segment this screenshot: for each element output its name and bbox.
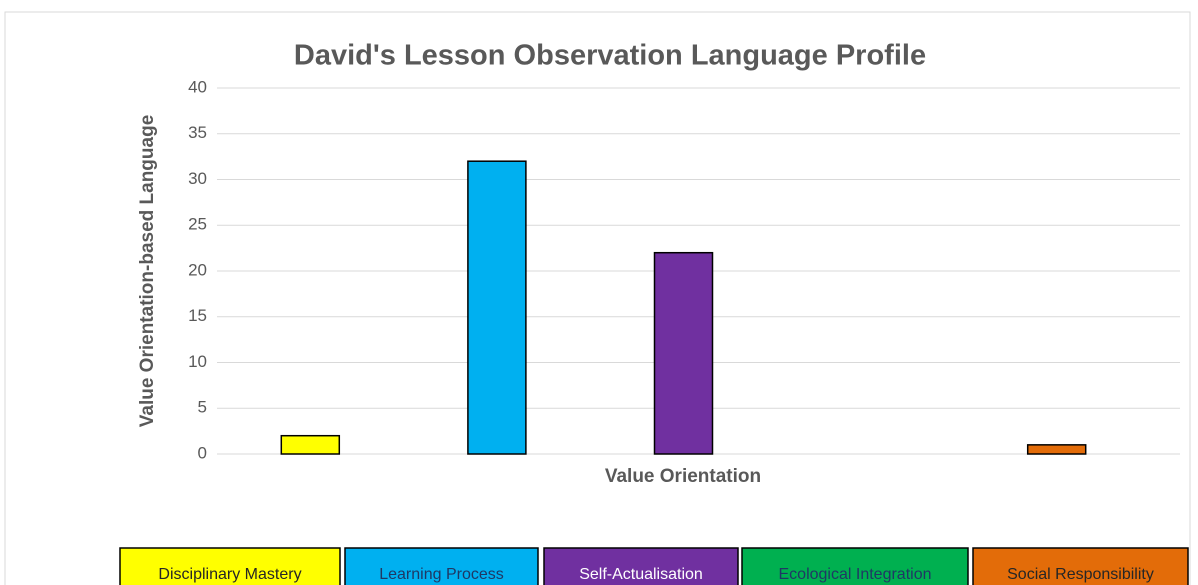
x-axis-title: Value Orientation: [605, 466, 761, 487]
legend-label: Learning Process: [379, 566, 504, 583]
y-tick-label: 35: [188, 123, 207, 142]
y-tick-label: 40: [188, 77, 207, 96]
y-tick-label: 20: [188, 260, 207, 279]
legend-swatch: [972, 547, 1189, 585]
bar: [467, 160, 527, 455]
y-tick-label: 15: [188, 306, 207, 325]
legend-swatch: [741, 547, 969, 585]
legend-label: Social Responsibility: [1007, 566, 1154, 583]
legend-label: Self-Actualisation: [579, 566, 703, 583]
legend-swatch: [344, 547, 539, 585]
bar: [653, 251, 714, 455]
y-tick-label: 5: [198, 398, 207, 417]
chart-title: David's Lesson Observation Language Prof…: [294, 40, 926, 72]
y-tick-label: 10: [188, 352, 207, 371]
y-tick-label: 25: [188, 215, 207, 234]
legend-label: Disciplinary Mastery: [158, 566, 301, 583]
y-tick-label: 30: [188, 169, 207, 188]
y-tick-label: 0: [198, 443, 207, 462]
legend-label: Ecological Integration: [779, 566, 932, 583]
bar: [280, 434, 341, 455]
legend-swatch: [543, 547, 739, 585]
bar: [1026, 444, 1087, 455]
y-axis-title: Value Orientation-based Language: [137, 115, 158, 428]
legend-swatch: [119, 547, 341, 585]
chart-border: [4, 11, 1191, 585]
